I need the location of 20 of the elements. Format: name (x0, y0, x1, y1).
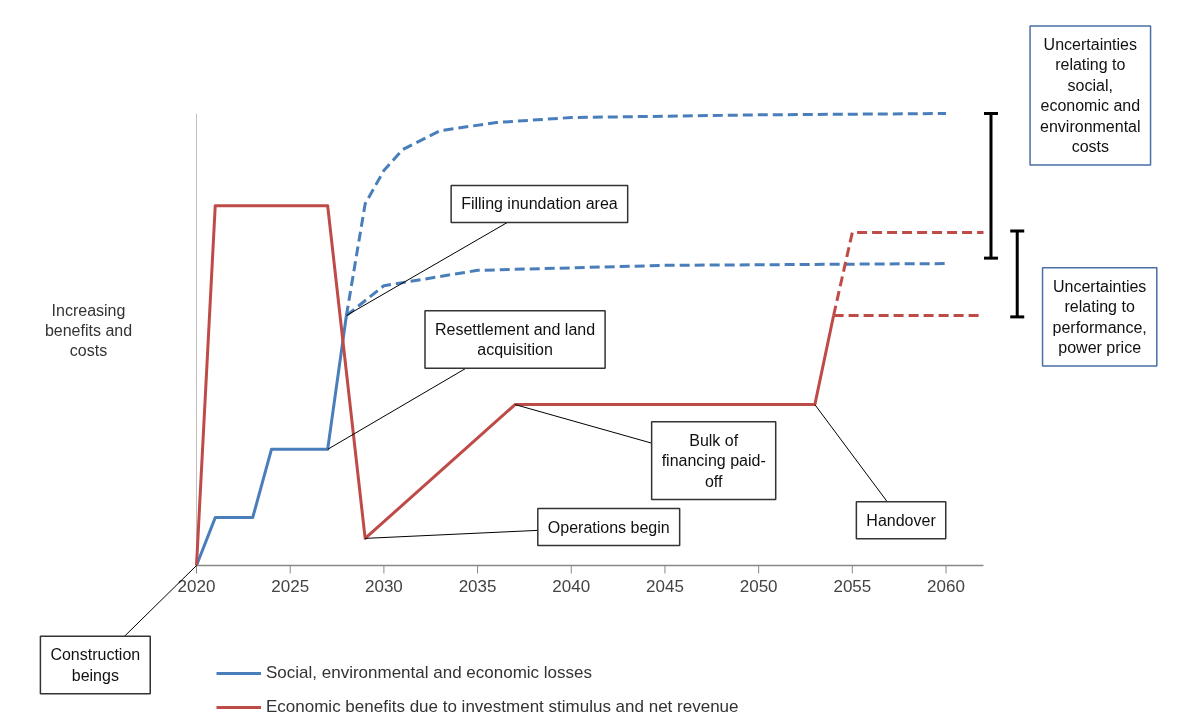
legend-label: Economic benefits due to investment stimulus and net revenue (266, 697, 739, 717)
text: Uncertainties relating to performance, power price (1052, 277, 1147, 356)
x-tick-label: 2055 (833, 576, 872, 596)
x-tick-label: 2030 (364, 576, 403, 596)
annotation: Resettlement and land acquisition (435, 320, 596, 359)
x-tick-label: 2020 (177, 576, 216, 596)
text: Uncertainties relating to social, economic and environmental costs (1040, 35, 1141, 155)
x-tick-label: 2040 (552, 576, 591, 596)
x-tick-label: 2025 (271, 576, 310, 596)
annotation: Bulk of financing paid-off (661, 431, 766, 490)
x-tick-label: 2060 (927, 576, 965, 596)
annotation: Handover (866, 511, 937, 529)
legend-label: Social, environmental and economic losses (266, 663, 593, 683)
x-tick-label: 2035 (458, 576, 497, 596)
x-tick-label: 2045 (646, 576, 684, 596)
x-tick-label: 2050 (739, 576, 778, 596)
y-axis-title: Increasing benefits and costs (44, 301, 133, 360)
annotation: Operations begin (547, 518, 670, 536)
annotation: Filling inundation area (461, 195, 618, 213)
annotation: Construction beings (50, 646, 141, 684)
